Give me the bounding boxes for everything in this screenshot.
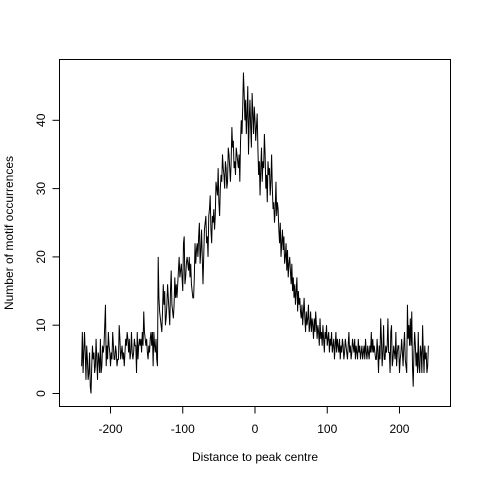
y-axis-label: Number of motif occurrences [2, 156, 16, 310]
y-tick-label: 20 [34, 250, 48, 264]
y-axis: 0 10 20 30 40 [34, 113, 60, 397]
y-tick-label: 30 [34, 182, 48, 196]
x-axis-label: Distance to peak centre [192, 450, 318, 464]
x-tick-label: 100 [317, 422, 337, 436]
x-tick-label: -100 [171, 422, 195, 436]
x-axis: -200 -100 0 100 200 [99, 406, 410, 436]
y-tick-label: 10 [34, 318, 48, 332]
x-tick-label: 200 [389, 422, 409, 436]
x-tick-label: 0 [252, 422, 259, 436]
y-tick-label: 40 [34, 113, 48, 127]
series-line [81, 72, 429, 394]
x-tick-label: -200 [99, 422, 123, 436]
y-tick-label: 0 [34, 390, 48, 397]
